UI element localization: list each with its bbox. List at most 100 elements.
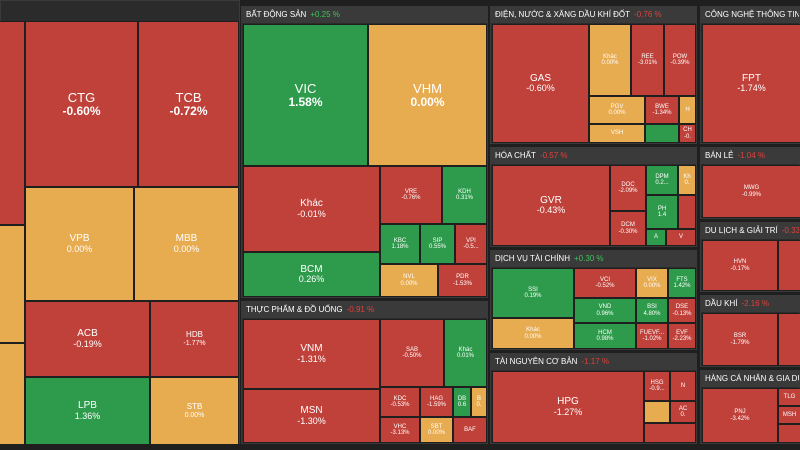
tile-vre[interactable]: VRE -0.76% (380, 166, 442, 224)
tile-chem-small[interactable] (678, 195, 696, 229)
sector-header[interactable]: TÀI NGUYÊN CƠ BẢN -1.17 % (491, 354, 696, 370)
tile-vic[interactable]: VIC 1.58% (243, 24, 368, 166)
tile-bcm[interactable]: BCM 0.26% (243, 252, 380, 297)
tile-bsi[interactable]: BSI 4.80% (636, 298, 668, 323)
sector-header[interactable]: HÓA CHẤT -0.57 % (491, 148, 696, 164)
tile-vhc[interactable]: VHC -3.13% (380, 417, 420, 443)
tile-symbol: ACB (77, 328, 98, 340)
tile-chem-v[interactable]: V (666, 229, 696, 246)
tile-fin-khac[interactable]: Khác 0.00% (492, 318, 574, 349)
tile-symbol: Khác (603, 53, 617, 60)
tile-hvn[interactable]: HVN -0.17% (702, 240, 778, 291)
tile-vhm[interactable]: VHM 0.00% (368, 24, 487, 166)
tile-mbb[interactable]: MBB 0.00% (134, 187, 239, 301)
tile-hpg[interactable]: HPG -1.27% (492, 371, 644, 443)
tile-bank-left-2[interactable] (0, 225, 25, 343)
tile-vci[interactable]: VCI -0.52% (574, 268, 636, 298)
tile-vpi[interactable]: VPI -0.5... (455, 224, 487, 264)
tile-fuevf[interactable]: FUEVF... -1.02% (636, 323, 668, 349)
tile-sip[interactable]: SIP 0.55% (420, 224, 455, 264)
tile-gvr[interactable]: GVR -0.43% (492, 165, 610, 246)
tile-mwg[interactable]: MWG -0.99% (702, 165, 800, 218)
tile-nvl[interactable]: NVL 0.00% (380, 264, 438, 297)
tile-doc[interactable]: DOC -2.09% (610, 165, 646, 211)
sector-header[interactable]: DỊCH VỤ TÀI CHÍNH +0.30 % (491, 251, 696, 267)
tile-util-small[interactable] (645, 124, 679, 143)
tile-ctg[interactable]: CTG -0.60% (25, 21, 138, 187)
tile-hdb[interactable]: HDB -1.77% (150, 301, 239, 377)
sector-header[interactable]: BÁN LẺ -1.04 % (701, 148, 799, 164)
tile-fpt[interactable]: FPT -1.74% (702, 24, 800, 143)
tile-tlg[interactable]: TLG (778, 388, 800, 406)
tile-pgv[interactable]: PGV 0.00% (589, 96, 645, 124)
tile-ph[interactable]: PH 1.4 (646, 195, 678, 229)
tile-kbc[interactable]: KBC 1.18% (380, 224, 420, 264)
tile-res-small-1[interactable] (644, 401, 670, 423)
tile-hag[interactable]: HAG -1.59% (420, 387, 453, 417)
tile-ac[interactable]: AC 0. (670, 401, 696, 423)
tile-symbol: BAF (464, 426, 476, 433)
sector-header[interactable]: ĐIỆN, NƯỚC & XĂNG DẦU KHÍ ĐỐT -0.76 % (491, 7, 696, 23)
tile-res-small-2[interactable] (644, 423, 696, 443)
tile-db[interactable]: DB 0.6 (453, 387, 471, 417)
tile-symbol: HAG (429, 395, 443, 402)
tile-ssi[interactable]: SSI 0.19% (492, 268, 574, 318)
tile-symbol: Kh (683, 173, 691, 180)
tile-kdc[interactable]: KDC -0.53% (380, 387, 420, 417)
tile-tcb[interactable]: TCB -0.72% (138, 21, 239, 187)
tile-symbol: TCB (175, 89, 202, 105)
tile-util-h[interactable]: H (679, 96, 696, 124)
tile-lpb[interactable]: LPB 1.36% (25, 377, 150, 445)
tile-oil-small[interactable] (778, 313, 800, 366)
tile-hcm[interactable]: HCM 0.98% (574, 323, 636, 349)
tile-kdh[interactable]: KDH 0.31% (442, 166, 487, 224)
tile-bank-left-1[interactable] (0, 21, 25, 225)
tile-re-khac[interactable]: Khác -0.01% (243, 166, 380, 252)
tile-util-khac[interactable]: Khác 0.00% (589, 24, 631, 96)
tile-travel-small[interactable] (778, 240, 800, 291)
tile-baf[interactable]: BAF (453, 417, 487, 443)
tile-bank-left-3[interactable] (0, 343, 25, 445)
tile-personal-small[interactable] (778, 424, 800, 443)
tile-vnm[interactable]: VNM -1.31% (243, 319, 380, 389)
tile-vnd[interactable]: VND 0.96% (574, 298, 636, 323)
tile-ree[interactable]: REE -3.01% (631, 24, 664, 96)
sector-header[interactable]: BẤT ĐỘNG SẢN +0.25 % (242, 7, 487, 23)
tile-msh[interactable]: MSH (778, 406, 800, 424)
sector-header[interactable]: DẦU KHÍ -2.16 % (701, 296, 799, 312)
tile-fts[interactable]: FTS 1.42% (668, 268, 696, 298)
tile-pdr[interactable]: PDR -1.53% (438, 264, 487, 297)
tile-vsh[interactable]: VSH (589, 124, 645, 143)
sector-header[interactable]: HÀNG CÁ NHÂN & GIA DỤNG (701, 371, 799, 387)
sector-header[interactable]: THỰC PHẨM & ĐỒ UỐNG -0.91 % (242, 302, 487, 318)
tile-stb[interactable]: STB 0.00% (150, 377, 239, 445)
tile-vpb[interactable]: VPB 0.00% (25, 187, 134, 301)
tile-pnj[interactable]: PNJ -3.42% (702, 388, 778, 443)
tile-dpm[interactable]: DPM 0.2... (646, 165, 678, 195)
sector-header[interactable]: DU LỊCH & GIẢI TRÍ-0.33 % (701, 223, 799, 239)
tile-symbol: VIC (294, 80, 317, 96)
tile-symbol: VCI (599, 276, 610, 283)
tile-ch[interactable]: CH -0. (679, 124, 696, 143)
tile-sbt[interactable]: SBT 0.00% (420, 417, 453, 443)
tile-evf[interactable]: EVF -2.23% (668, 323, 696, 349)
tile-food-b[interactable]: B 0. (471, 387, 487, 417)
tile-hsg[interactable]: HSG -0.9... (644, 371, 670, 401)
sector-utilities: ĐIỆN, NƯỚC & XĂNG DẦU KHÍ ĐỐT -0.76 % GAS… (490, 6, 697, 144)
tile-acb[interactable]: ACB -0.19% (25, 301, 150, 377)
tile-food-khac[interactable]: Khác 0.01% (444, 319, 487, 387)
sector-header[interactable]: CÔNG NGHỆ THÔNG TIN (701, 7, 799, 23)
tile-pow[interactable]: POW -0.39% (664, 24, 696, 96)
tile-bsr[interactable]: BSR -1.79% (702, 313, 778, 366)
tile-msn[interactable]: MSN -1.30% (243, 389, 380, 443)
tile-chem-a[interactable]: A (646, 229, 666, 246)
tile-gas[interactable]: GAS -0.60% (492, 24, 589, 143)
tile-sab[interactable]: SAB -0.50% (380, 319, 444, 387)
tile-bwe[interactable]: BWE -1.34% (645, 96, 679, 124)
tile-chem-kh[interactable]: Kh 0. (678, 165, 696, 195)
tile-res-n[interactable]: N (670, 371, 696, 401)
tile-dcm[interactable]: DCM -0.30% (610, 211, 646, 246)
tile-change: 1.4 (657, 212, 667, 218)
tile-dse[interactable]: DSE -0.13% (668, 298, 696, 323)
tile-vix[interactable]: VIX 0.00% (636, 268, 668, 298)
